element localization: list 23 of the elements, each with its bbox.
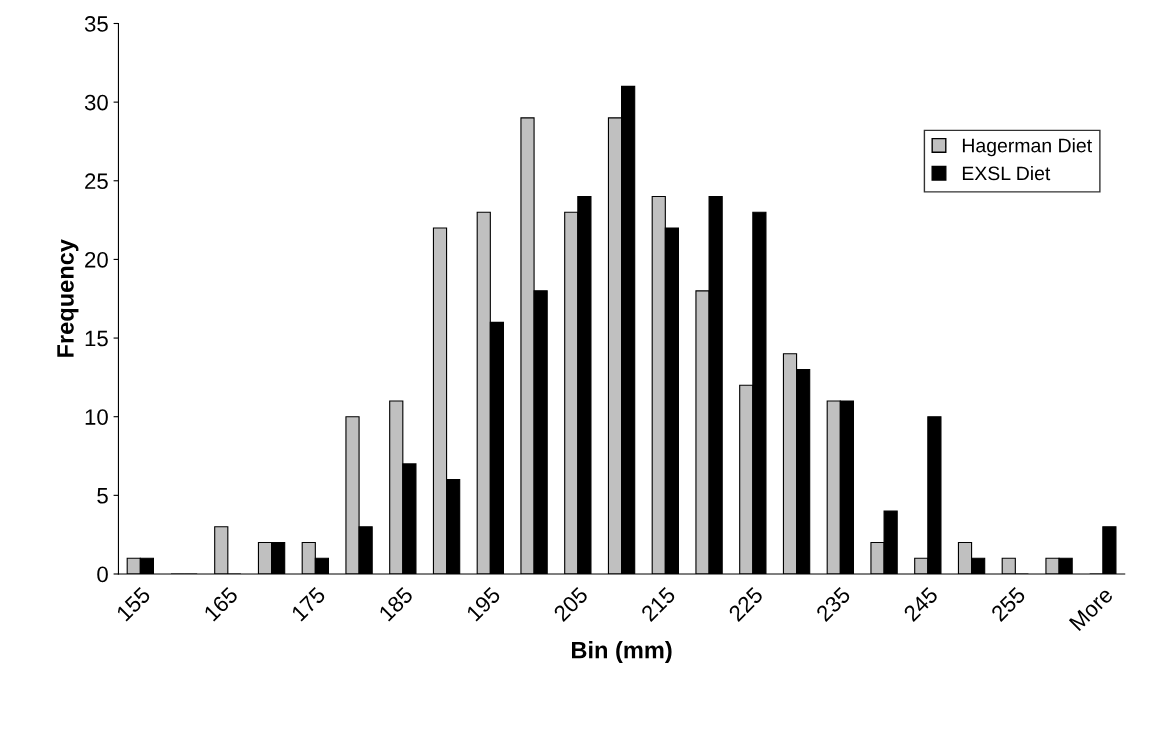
x-tick-label: 235 (815, 586, 852, 623)
x-tick-label: 225 (727, 586, 764, 623)
y-tick-label: 5 (97, 488, 108, 504)
y-tick-label: 35 (84, 16, 108, 32)
x-tick-label: 175 (290, 586, 327, 622)
x-axis-title: Bin (mm) (572, 641, 672, 664)
x-tick-label: 165 (203, 586, 239, 622)
y-tick-label: 15 (85, 330, 108, 347)
y-tick-label: 25 (85, 173, 108, 190)
x-tick-label: 215 (640, 586, 677, 623)
legend-label: EXSL Diet (962, 165, 1051, 181)
x-tick-label: 185 (378, 586, 414, 622)
x-tick-label: 255 (990, 586, 1027, 623)
x-tick-label: 205 (552, 586, 589, 623)
y-tick-label: 0 (97, 566, 108, 583)
legend-label: Hagerman Diet (962, 138, 1092, 157)
x-tick-label: 245 (902, 586, 939, 623)
y-tick-label: 20 (85, 251, 108, 268)
y-tick-label: 30 (84, 94, 108, 111)
y-tick-label: 10 (85, 409, 108, 425)
y-axis-title: Frequency (57, 239, 79, 357)
x-tick-label: 195 (465, 586, 502, 622)
x-tick-label: 155 (115, 586, 152, 622)
